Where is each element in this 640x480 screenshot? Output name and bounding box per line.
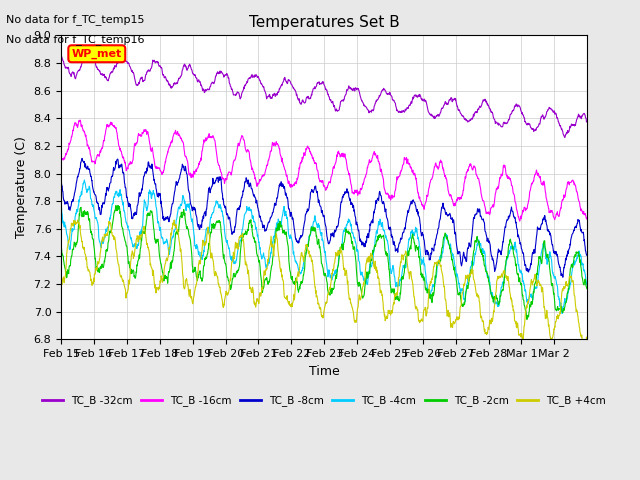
- Title: Temperatures Set B: Temperatures Set B: [248, 15, 399, 30]
- Y-axis label: Temperature (C): Temperature (C): [15, 136, 28, 238]
- X-axis label: Time: Time: [308, 365, 339, 378]
- Text: No data for f_TC_temp15: No data for f_TC_temp15: [6, 14, 145, 25]
- Legend: TC_B -32cm, TC_B -16cm, TC_B -8cm, TC_B -4cm, TC_B -2cm, TC_B +4cm: TC_B -32cm, TC_B -16cm, TC_B -8cm, TC_B …: [38, 391, 610, 410]
- Text: No data for f_TC_temp16: No data for f_TC_temp16: [6, 34, 145, 45]
- Text: WP_met: WP_met: [72, 48, 122, 59]
